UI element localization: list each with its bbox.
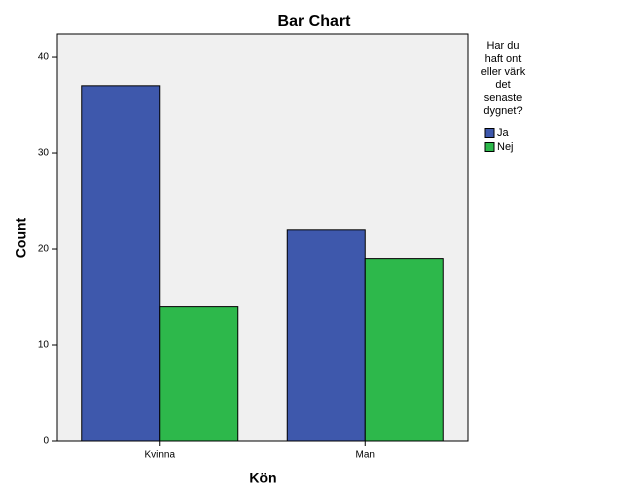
chart-title: Bar Chart [278,13,352,30]
legend-title: senaste [484,92,523,104]
legend-title: eller värk [481,66,526,78]
y-tick-label: 40 [38,52,50,63]
x-tick-label: Kvinna [144,450,175,461]
x-axis-title: Kön [249,470,276,486]
legend-title: haft ont [485,53,522,65]
bar [81,85,161,442]
legend-swatch [484,128,495,138]
y-tick-label: 0 [43,436,49,447]
x-tick-label: Man [356,450,375,461]
bar [286,229,366,442]
y-tick-label: 10 [38,340,50,351]
legend-title: Har du [486,40,519,52]
legend-swatch [484,142,495,152]
y-axis-title: Count [13,217,29,258]
bar [364,258,444,442]
y-tick-label: 30 [38,148,50,159]
legend-title: det [495,79,510,91]
y-tick-label: 20 [38,244,50,255]
legend-label: Nej [497,141,514,153]
legend-title: dygnet? [483,105,522,117]
legend-label: Ja [497,127,510,139]
bar [159,306,239,442]
